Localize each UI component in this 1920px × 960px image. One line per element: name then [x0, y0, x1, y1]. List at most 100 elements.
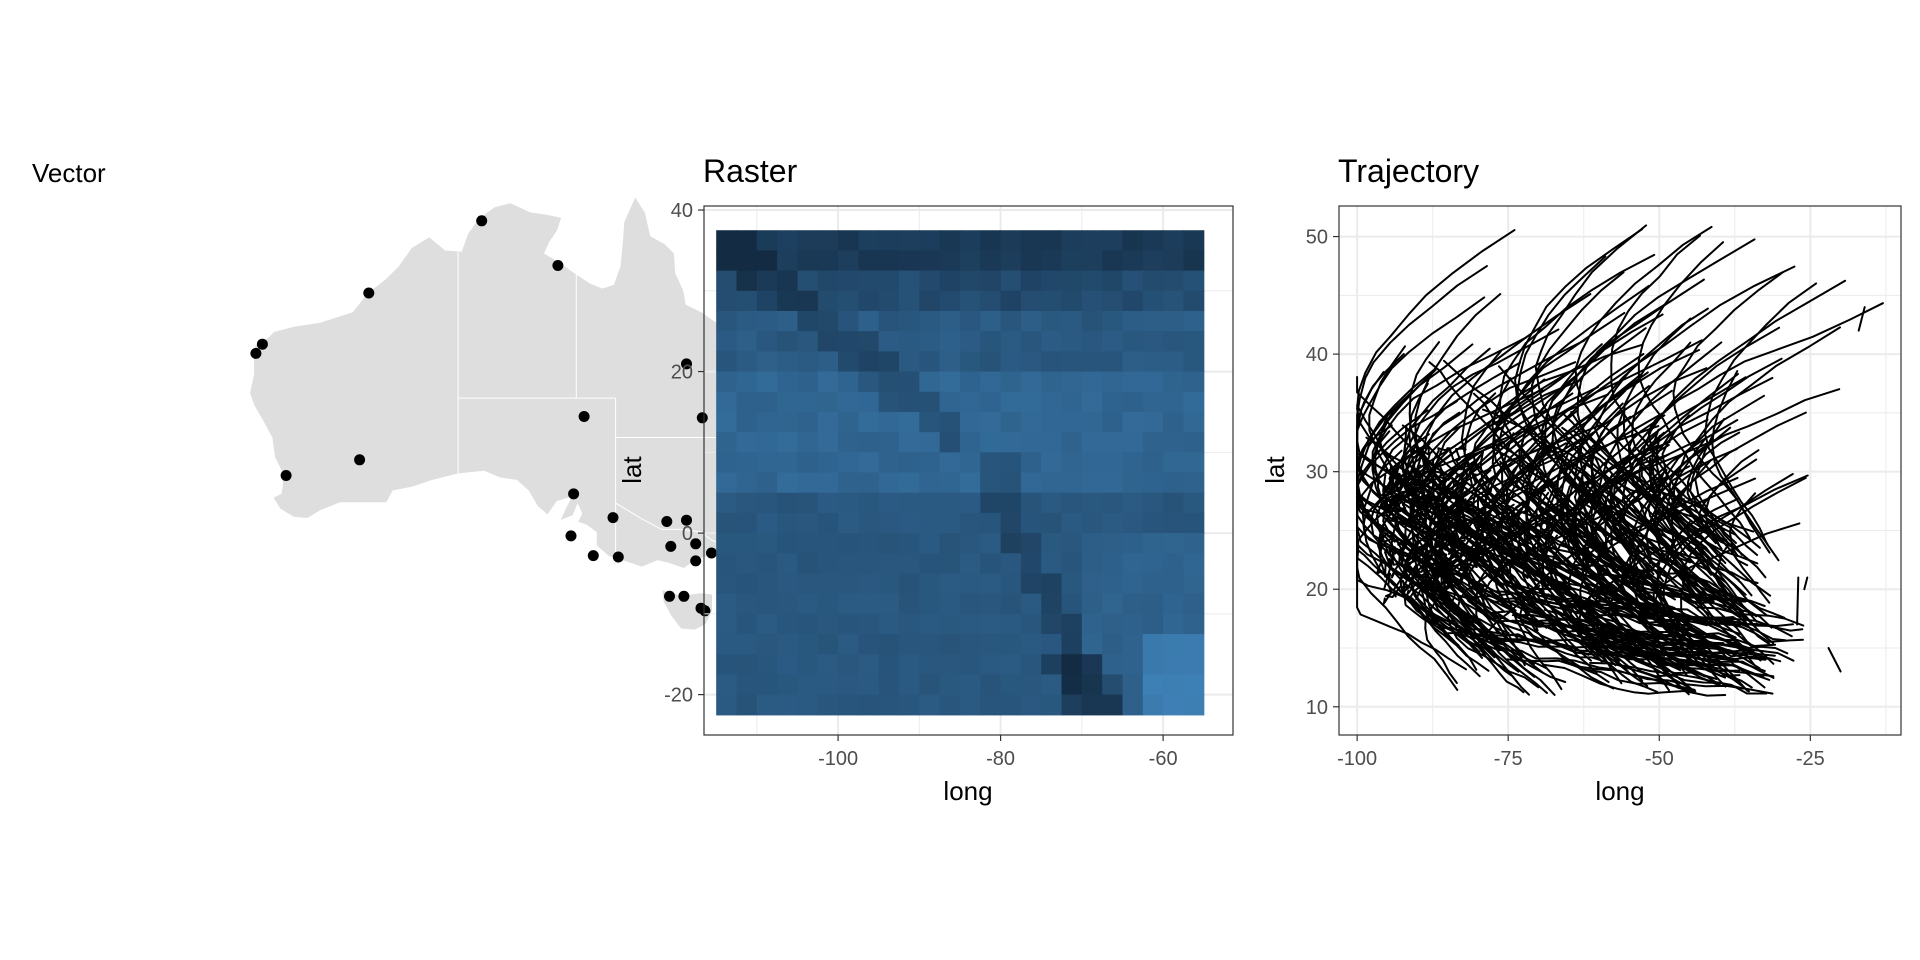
raster-cell: [939, 654, 961, 676]
raster-cell: [878, 654, 900, 676]
raster-cell: [756, 432, 778, 453]
y-tick-label: 40: [1306, 344, 1328, 366]
raster-cell: [1000, 371, 1022, 393]
raster-cell: [1163, 613, 1185, 635]
raster-cell: [899, 634, 920, 655]
vector-point: [250, 347, 262, 359]
raster-cell: [1041, 230, 1063, 252]
raster-cell: [1081, 553, 1103, 575]
raster-cell: [1000, 654, 1022, 676]
raster-cell: [777, 432, 799, 453]
raster-cell: [1163, 553, 1185, 575]
raster-cell: [817, 411, 839, 433]
raster-cell: [1102, 573, 1124, 595]
raster-cell: [939, 411, 961, 433]
hurricane-track: [1579, 583, 1742, 625]
raster-cell: [817, 391, 839, 413]
raster-cell: [1163, 472, 1185, 494]
raster-cell: [797, 472, 819, 494]
raster-cell: [716, 411, 738, 433]
raster-cell: [959, 634, 981, 655]
raster-cell: [1000, 593, 1022, 615]
raster-cell: [899, 593, 920, 615]
raster-cell: [959, 310, 981, 332]
hurricane-track: [1381, 493, 1690, 689]
raster-cell: [1081, 573, 1103, 595]
hurricane-track: [1590, 638, 1775, 678]
raster-cell: [1122, 654, 1144, 676]
raster-cell: [939, 492, 961, 514]
hurricane-track: [1640, 279, 1847, 623]
raster-cell: [1061, 573, 1083, 595]
raster-cell: [817, 674, 839, 696]
raster-cell: [939, 371, 961, 393]
raster-cell: [1041, 452, 1063, 474]
hurricane-track: [1423, 455, 1556, 696]
raster-cell: [959, 472, 981, 494]
raster-cell: [736, 634, 758, 655]
raster-cell: [939, 593, 961, 615]
raster-cell: [1061, 553, 1083, 575]
trajectory-x-label: long: [1595, 776, 1644, 806]
raster-cell: [858, 331, 880, 352]
raster-cell: [1000, 270, 1022, 292]
raster-cell: [1081, 331, 1103, 352]
raster-cell: [797, 674, 819, 696]
raster-cell: [858, 432, 880, 453]
raster-cell: [980, 270, 1002, 292]
raster-cell: [899, 432, 920, 453]
raster-cell: [756, 371, 778, 393]
raster-cell: [919, 270, 941, 292]
raster-cell: [1142, 452, 1164, 474]
raster-cell: [919, 290, 941, 312]
raster-cell: [899, 371, 920, 393]
raster-cell: [878, 553, 900, 575]
raster-cell: [1122, 270, 1144, 292]
raster-cell: [736, 553, 758, 575]
raster-cell: [980, 654, 1002, 676]
raster-cell: [899, 694, 920, 716]
raster-cell: [899, 613, 920, 635]
raster-cell: [1061, 512, 1083, 534]
raster-cell: [858, 472, 880, 494]
raster-cell: [797, 290, 819, 312]
raster-cell: [919, 432, 941, 453]
raster-cell: [1183, 593, 1205, 615]
raster-cell: [1020, 593, 1042, 615]
raster-cell: [1183, 492, 1205, 514]
raster-cell: [858, 452, 880, 474]
x-tick-label: -100: [1337, 748, 1377, 770]
hurricane-track: [1443, 359, 1725, 603]
raster-cell: [919, 250, 941, 272]
tasmania: [662, 590, 712, 630]
raster-cell: [756, 290, 778, 312]
raster-cell: [1000, 391, 1022, 413]
raster-cell: [980, 492, 1002, 514]
raster-cell: [939, 634, 961, 655]
raster-panel-border: [703, 205, 1234, 736]
raster-cell: [1000, 250, 1022, 272]
raster-cell: [716, 472, 738, 494]
raster-cell: [1041, 512, 1063, 534]
raster-cell: [878, 432, 900, 453]
raster-cell: [1000, 553, 1022, 575]
raster-cell: [959, 613, 981, 635]
raster-cell: [1020, 492, 1042, 514]
raster-cell: [777, 553, 799, 575]
raster-cell: [980, 512, 1002, 534]
raster-cell: [1020, 533, 1042, 554]
vector-point: [678, 590, 690, 602]
raster-cell: [1142, 533, 1164, 554]
raster-cell: [716, 634, 738, 655]
raster-cell: [1081, 230, 1103, 252]
raster-cell: [1061, 654, 1083, 676]
raster-cell: [736, 573, 758, 595]
hurricane-track: [1503, 557, 1742, 628]
hurricane-track: [1356, 540, 1490, 672]
raster-cell: [1041, 391, 1063, 413]
raster-cell: [939, 310, 961, 332]
raster-cell: [838, 351, 859, 373]
raster-cell: [1163, 452, 1185, 474]
raster-cell: [777, 371, 799, 393]
raster-cell: [777, 512, 799, 534]
